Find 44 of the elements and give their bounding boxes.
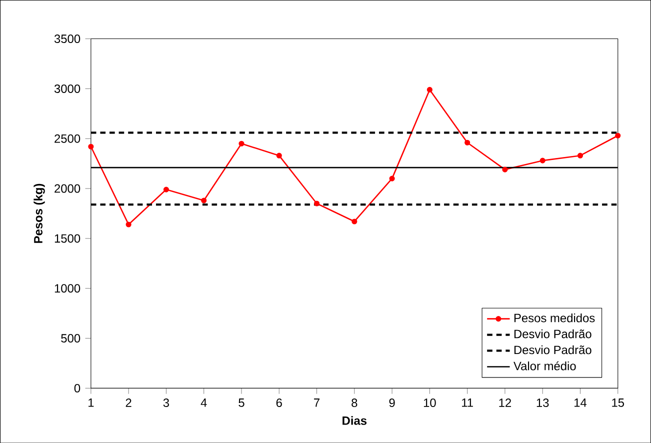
legend-label: Valor médio [514, 361, 576, 370]
point [464, 140, 470, 146]
y-tick-label: 2000 [54, 184, 80, 193]
point [540, 158, 546, 164]
y-tick-label: 3500 [54, 34, 80, 43]
point [126, 222, 132, 228]
point [314, 200, 320, 206]
x-tick-label: 12 [499, 398, 511, 407]
x-tick-label: 13 [536, 398, 549, 407]
point [615, 132, 621, 138]
point [502, 166, 508, 172]
x-tick-label: 3 [163, 398, 170, 407]
legend-label: Pesos medidos [514, 313, 595, 322]
point [238, 140, 244, 146]
y-tick-label: 500 [61, 334, 80, 342]
x-tick-label: 15 [612, 398, 624, 407]
y-axis-title: Pesos (kg) [34, 184, 45, 243]
x-tick-label: 14 [574, 398, 587, 407]
point [276, 152, 282, 158]
x-tick-label: 1 [88, 398, 94, 407]
x-tick-label: 10 [424, 398, 436, 407]
x-tick-label: 2 [126, 398, 132, 407]
x-tick-label: 4 [200, 398, 207, 407]
point [389, 176, 395, 182]
point [201, 198, 207, 204]
y-tick-label: 1000 [54, 284, 80, 292]
x-tick-label: 5 [238, 398, 244, 407]
x-tick-label: 6 [276, 398, 282, 407]
y-tick-label: 1500 [54, 234, 80, 243]
point [426, 86, 432, 92]
point [163, 186, 169, 192]
x-tick-label: 9 [389, 398, 395, 407]
x-tick-label: 8 [352, 398, 358, 407]
legend-label: Desvio Padrão [514, 345, 592, 354]
point [352, 218, 358, 224]
y-tick-label: 0 [74, 384, 80, 392]
x-axis-title: Dias [342, 416, 367, 425]
x-tick-label: 7 [314, 398, 320, 407]
x-tick-label: 11 [462, 398, 473, 407]
point [88, 144, 94, 150]
point [577, 152, 584, 158]
y-tick-label: 3000 [54, 84, 80, 93]
y-tick-label: 2500 [54, 134, 80, 143]
legend-label: Desvio Padrão [514, 329, 592, 338]
